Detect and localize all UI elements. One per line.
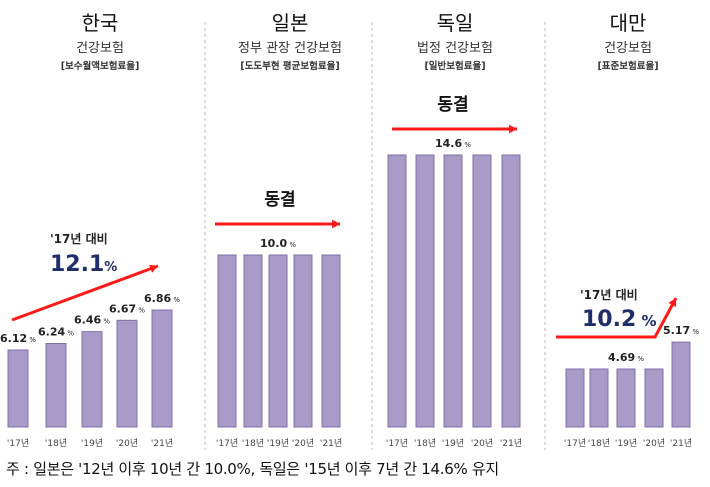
x-tick-label: '21년 [320,438,342,449]
bar [268,254,288,428]
panel-note: [일반보험료율] [424,60,485,72]
bar [321,254,341,428]
x-tick-label: '19년 [267,438,289,449]
annotation-caption: '17년 대비 [580,287,638,302]
x-tick-label: '17년 [7,438,29,449]
panel-title: 대만 [610,11,647,35]
data-label: 5.17 % [663,324,699,337]
panel-title: 일본 [272,11,309,35]
x-tick-label: '20년 [292,438,314,449]
data-label: 6.12 % [0,332,36,345]
panel-subtitle: 건강보험 [604,41,652,56]
x-tick-label: '18년 [45,438,67,449]
panel-subtitle: 법정 건강보험 [417,41,493,56]
bar [7,349,29,428]
annotation-value: 10.2 % [582,307,657,332]
x-tick-label: '19년 [442,438,464,449]
panel-subtitle: 건강보험 [76,41,124,56]
x-tick-label: '19년 [615,438,637,449]
freeze-arrow-head [509,124,517,134]
x-tick-label: '21년 [151,438,173,449]
bar [644,368,664,428]
data-label: 6.86 % [144,292,180,305]
panel-note: [도도부현 평균보험료율] [240,60,339,72]
bar [616,368,636,428]
annotation-caption: 동결 [437,95,468,115]
bar [443,154,463,428]
footnote: 주 : 일본은 '12년 이후 10년 간 10.0%, 독일은 '15년 이후… [6,460,499,478]
annotation-value: 12.1% [50,252,117,277]
data-label: 6.24 % [38,326,74,339]
bar [217,254,237,428]
bar [501,154,521,428]
bar [116,319,138,428]
bar [671,341,691,428]
bar [472,154,492,428]
x-tick-label: '18년 [414,438,436,449]
data-label: 4.69 % [608,351,644,364]
trend-arrow-head [149,264,158,273]
trend-arrow-head [668,298,677,307]
x-tick-label: '17년 [386,438,408,449]
x-tick-label: '19년 [81,438,103,449]
data-label: 6.46 % [74,314,110,327]
bar [565,368,585,428]
bar [589,368,609,428]
x-tick-label: '21년 [670,438,692,449]
x-tick-label: '17년 [216,438,238,449]
panel-title: 독일 [437,11,474,35]
bar [81,331,103,428]
trend-arrow [556,297,678,339]
trend-arrow [11,264,159,322]
x-tick-label: '20년 [471,438,493,449]
freeze-arrow-head [332,219,340,229]
panel-subtitle: 정부 관장 건강보험 [238,41,342,56]
x-tick-label: '18년 [588,438,610,449]
data-label: 10.0 % [260,237,296,250]
data-label: 6.67 % [109,302,145,315]
bar [293,254,313,428]
x-tick-label: '18년 [242,438,264,449]
bar [151,309,173,428]
bar [415,154,435,428]
x-tick-label: '21년 [500,438,522,449]
annotation-caption: '17년 대비 [50,231,108,246]
x-tick-label: '17년 [564,438,586,449]
bar [387,154,407,428]
bar [243,254,263,428]
panel-title: 한국 [82,11,119,35]
x-tick-label: '20년 [116,438,138,449]
annotation-caption: 동결 [264,190,295,210]
data-label: 14.6 % [435,137,471,150]
bar [45,343,67,428]
panel-note: [보수월액보험료율] [61,60,140,72]
panel-note: [표준보험료율] [597,60,658,72]
x-tick-label: '20년 [643,438,665,449]
